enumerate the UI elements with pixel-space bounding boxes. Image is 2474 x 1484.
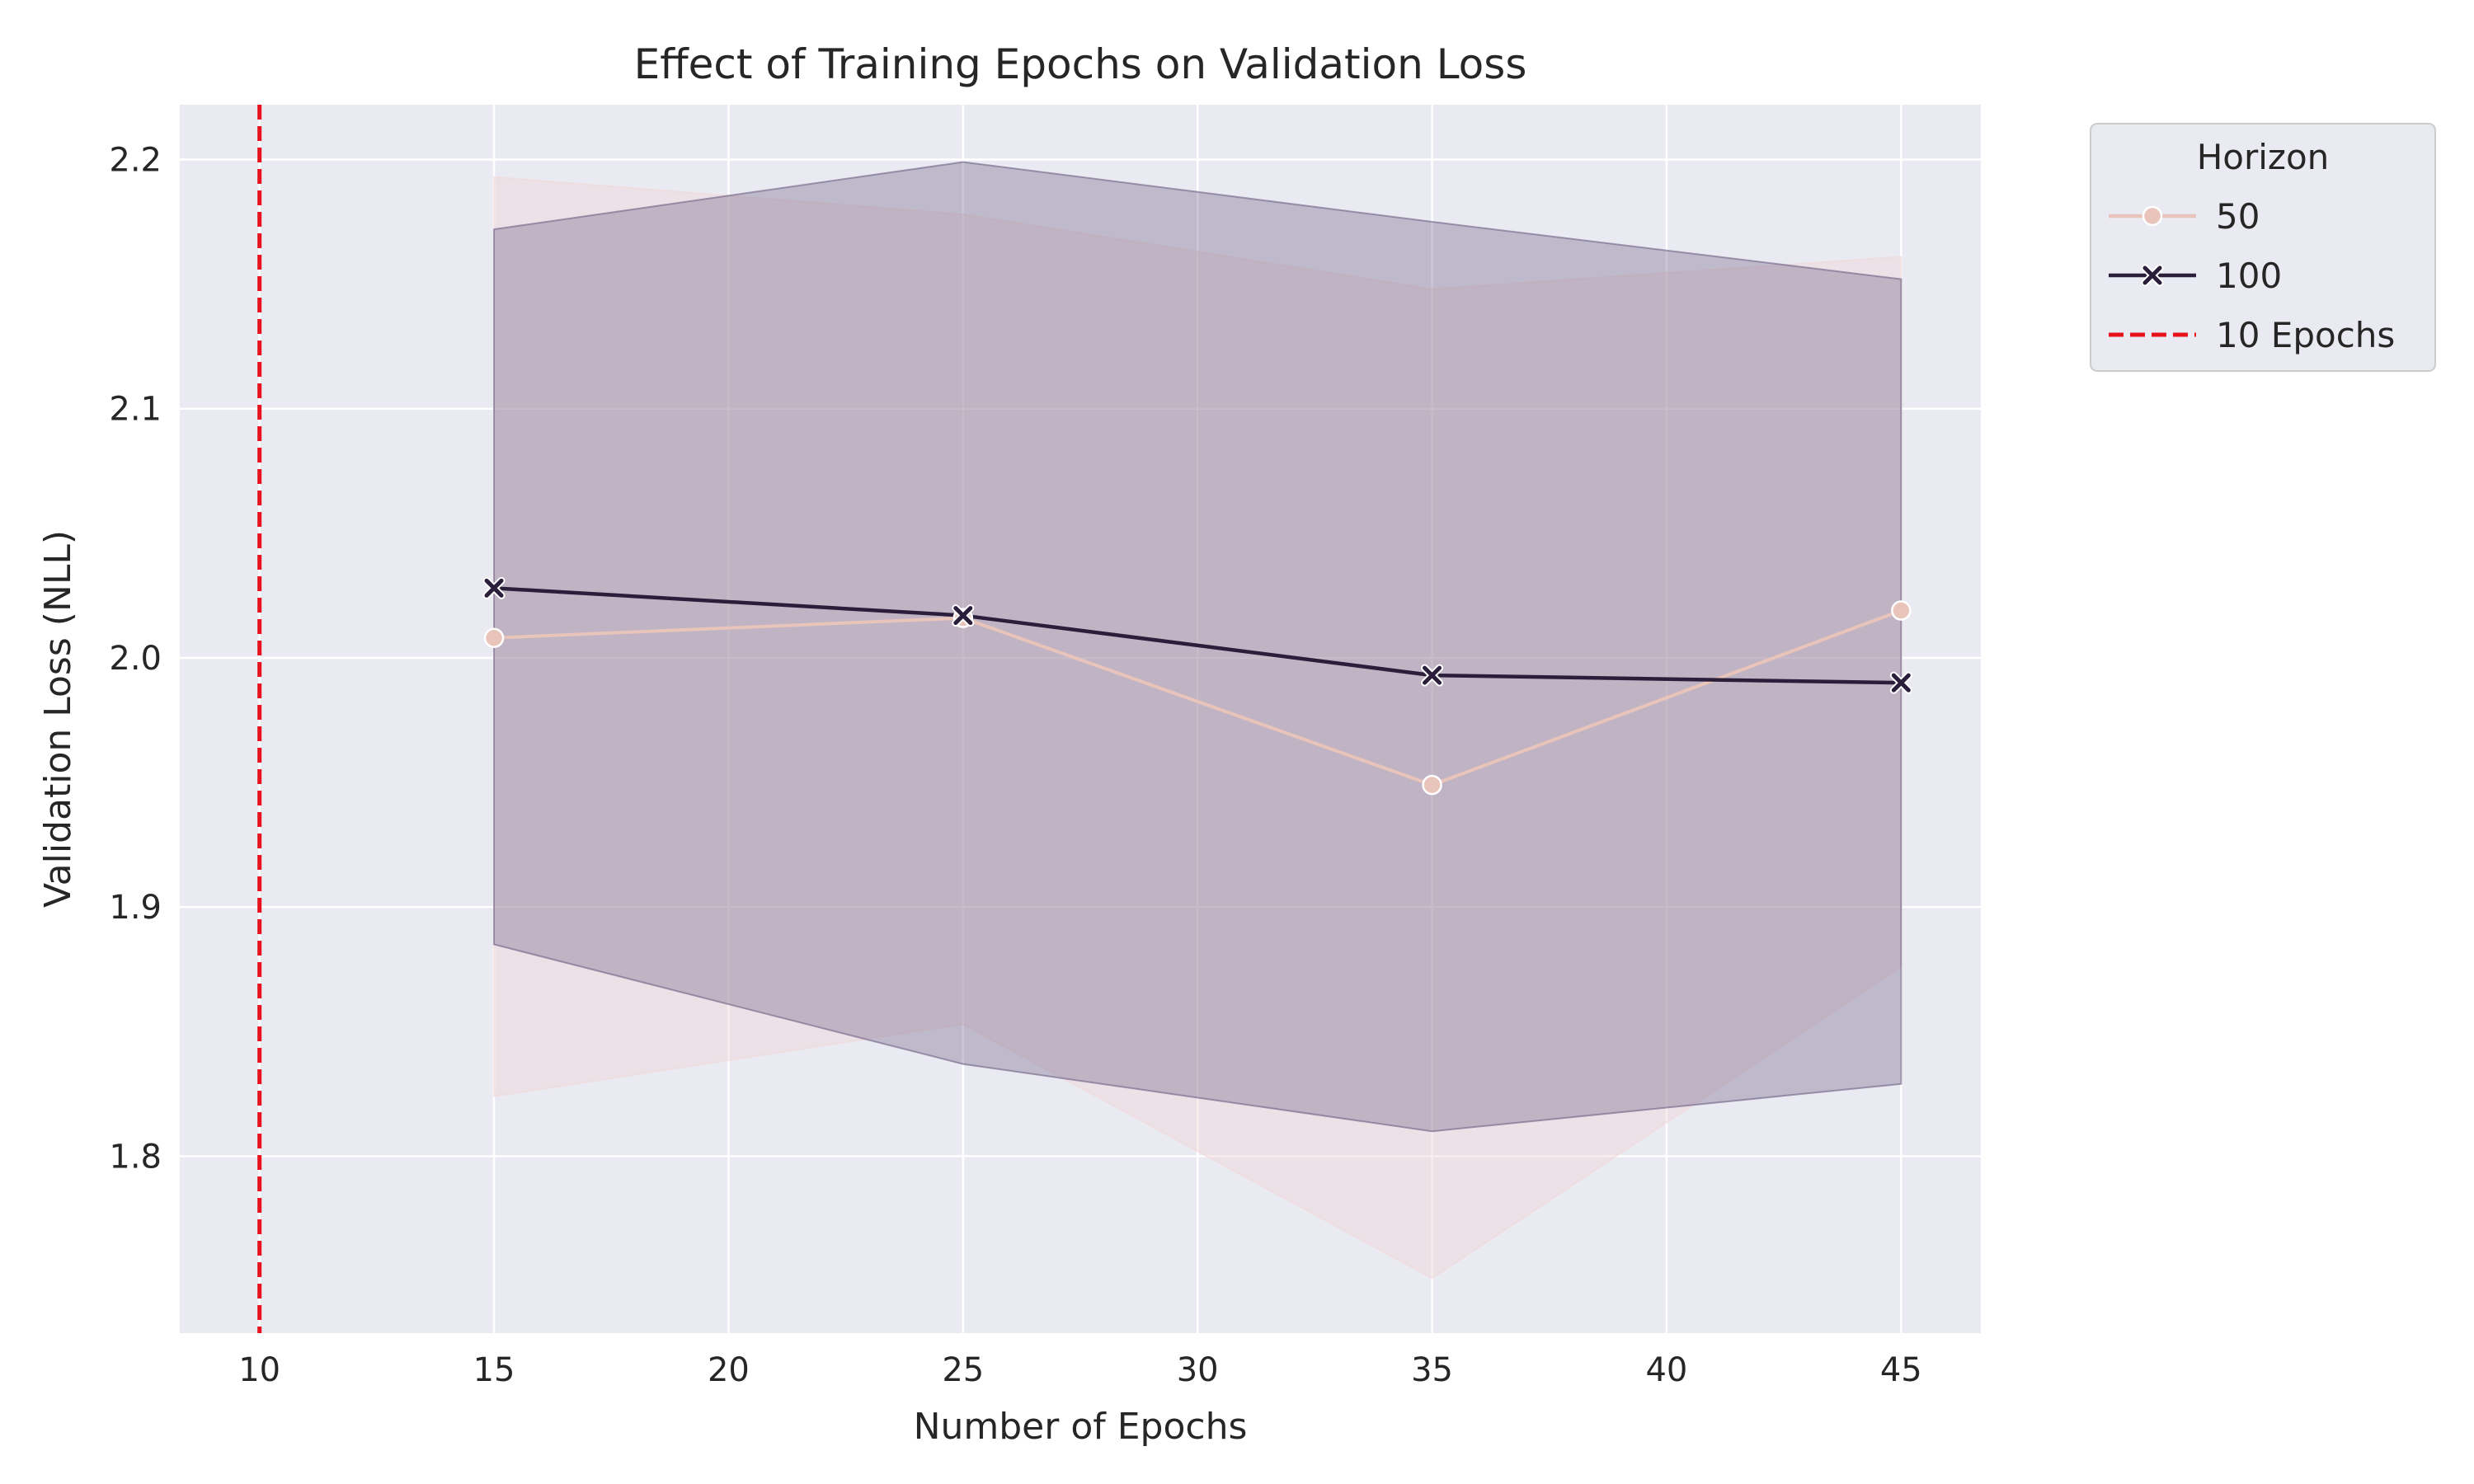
y-tick-label-3: 2.1 (109, 391, 162, 429)
series-lines (493, 586, 1903, 787)
marker-series-0-point-3 (1891, 600, 1912, 621)
y-tick-labels: 1.8 1.9 2.0 2.1 2.2 (109, 141, 162, 1176)
marker-series-1-point-3-stroke-b (1891, 673, 1911, 693)
marker-series-1-point-3 (1889, 671, 1912, 694)
marker-series-1-point-2 (1421, 664, 1444, 687)
marker-series-1-point-2-stroke-b (1423, 665, 1442, 685)
x-tick-label-0: 10 (238, 1351, 280, 1389)
marker-series-0-point-2 (1422, 774, 1442, 796)
x-tick-label-1: 15 (473, 1351, 515, 1389)
legend-swatch-marker-0 (2142, 205, 2163, 227)
y-tick-label-0: 1.8 (109, 1138, 162, 1176)
series-line-1 (493, 586, 1902, 685)
marker-series-1-point-1 (952, 604, 975, 627)
x-tick-label-5: 35 (1411, 1351, 1453, 1389)
legend-label-1: 100 (2216, 256, 2282, 296)
y-axis-label: Validation Loss (NLL) (37, 530, 79, 908)
x-tick-label-4: 30 (1177, 1351, 1219, 1389)
legend-box (2090, 123, 2436, 372)
marker-series-1-point-1-stroke-b (953, 606, 973, 626)
legend-items: 50 100 10 Epochs (2109, 196, 2395, 355)
y-tick-label-1: 1.9 (109, 889, 162, 927)
marker-series-0-point-0 (483, 627, 505, 649)
x-tick-label-7: 45 (1880, 1351, 1922, 1389)
x-tick-labels: 10 15 20 25 30 35 40 45 (238, 1351, 1922, 1389)
legend-swatch-marker-1-stroke-b (2142, 265, 2162, 285)
x-tick-label-3: 25 (942, 1351, 984, 1389)
legend-label-0: 50 (2216, 196, 2260, 237)
legend-swatch-marker-1 (2141, 264, 2164, 287)
series-markers (482, 576, 1912, 796)
x-tick-label-6: 40 (1645, 1351, 1687, 1389)
y-tick-label-2: 2.0 (109, 640, 162, 678)
series-line-0 (493, 608, 1903, 787)
plot-area (180, 105, 1981, 1333)
legend-title: Horizon (2197, 137, 2330, 177)
x-tick-label-2: 20 (708, 1351, 750, 1389)
legend-label-2: 10 Epochs (2216, 315, 2395, 355)
marker-series-1-point-0 (482, 576, 506, 599)
marker-series-1-point-0-stroke-b (484, 578, 504, 598)
y-tick-label-4: 2.2 (109, 141, 162, 179)
x-axis-label: Number of Epochs (914, 1406, 1248, 1448)
chart-title: Effect of Training Epochs on Validation … (634, 40, 1527, 88)
legend: Horizon 50 100 10 Epochs (2090, 123, 2436, 372)
